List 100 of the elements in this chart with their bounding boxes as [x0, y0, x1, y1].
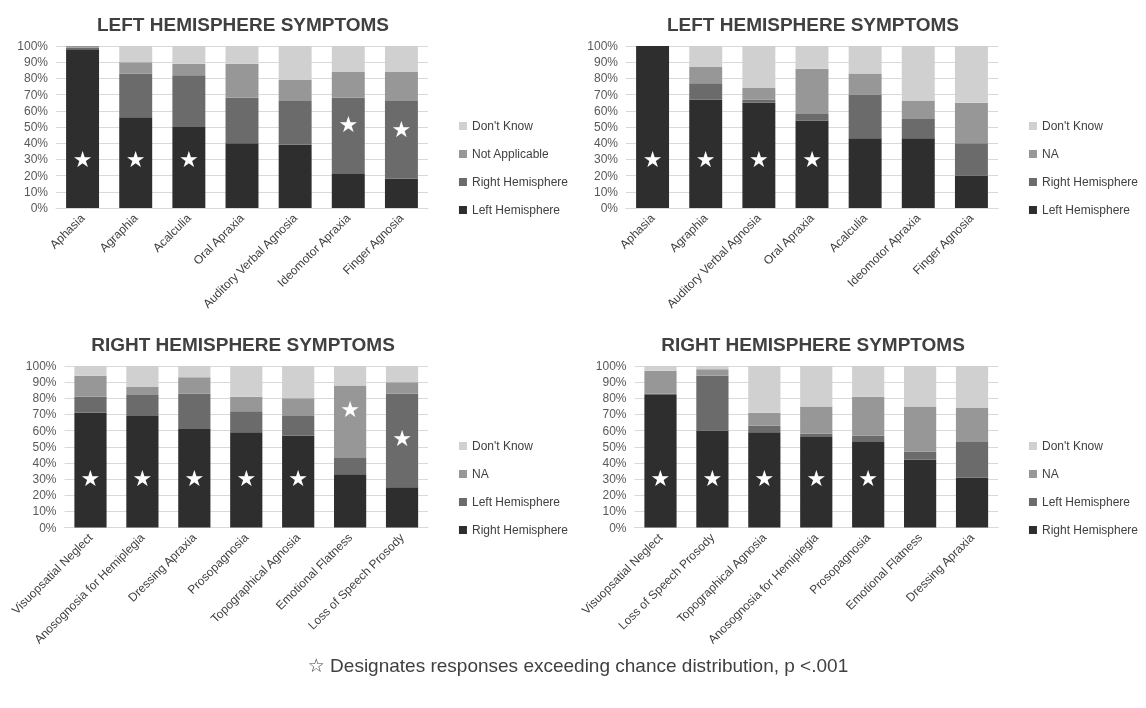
data-label: ★ [748, 146, 769, 172]
legend-label: Don't Know [471, 439, 534, 453]
y-tick-label: 40% [32, 455, 57, 470]
y-tick-label: 40% [593, 136, 619, 151]
bar [742, 102, 776, 208]
chart-title: RIGHT HEMISPHERE SYMPTOMS [91, 334, 395, 355]
y-tick-label: 70% [593, 87, 619, 102]
y-tick-label: 50% [23, 120, 49, 134]
bar [172, 127, 206, 208]
y-tick-label: 90% [23, 55, 49, 70]
bar [848, 138, 882, 208]
legend-label: Left Hemisphere [471, 495, 561, 509]
bar [74, 396, 107, 413]
legend-label: Don't Know [1041, 439, 1104, 453]
y-tick-label: 50% [602, 439, 627, 454]
y-tick-label: 80% [32, 391, 57, 406]
data-label: ★ [80, 466, 101, 492]
bar [644, 370, 677, 394]
bar [278, 80, 312, 102]
y-tick-label: 30% [23, 152, 49, 167]
legend-label: Right Hemisphere [471, 175, 569, 189]
bar [230, 396, 263, 412]
y-tick-label: 60% [593, 103, 619, 118]
y-tick-label: 40% [602, 455, 627, 470]
bar [795, 68, 829, 115]
y-tick-label: 80% [602, 391, 627, 406]
bar [126, 395, 159, 417]
y-tick-label: 50% [593, 120, 619, 134]
y-tick-label: 10% [23, 184, 49, 199]
y-tick-label: 90% [32, 375, 57, 390]
bar [955, 441, 989, 478]
y-tick-label: 70% [32, 407, 57, 422]
data-label: ★ [702, 466, 723, 492]
bar [384, 101, 418, 179]
y-tick-label: 60% [23, 103, 49, 118]
bar [384, 71, 418, 102]
bar [954, 175, 988, 208]
bar [748, 412, 781, 426]
data-label: ★ [806, 466, 827, 492]
bar [278, 144, 312, 208]
bar [636, 46, 670, 208]
bar [800, 437, 833, 528]
legend-label: Right Hemisphere [1041, 523, 1139, 537]
data-label: ★ [72, 146, 93, 172]
data-label: ★ [754, 466, 775, 492]
data-label: ★ [392, 425, 412, 451]
bar [904, 406, 937, 452]
bar [852, 435, 885, 442]
legend-label: Right Hemisphere [1041, 175, 1139, 189]
bar [172, 63, 206, 76]
y-tick-label: 90% [593, 55, 619, 70]
data-label: ★ [338, 112, 359, 138]
bar [852, 441, 885, 528]
data-label: ★ [125, 146, 146, 172]
y-tick-label: 30% [32, 472, 57, 487]
bar [901, 101, 935, 119]
bar [278, 101, 312, 145]
chart-title: LEFT HEMISPHERE SYMPTOMS [666, 14, 960, 35]
bar [225, 97, 259, 144]
bar [385, 487, 419, 528]
bar [384, 178, 418, 208]
y-tick-label: 0% [609, 520, 627, 535]
bar [230, 411, 263, 433]
legend-label: Left Hemisphere [471, 203, 561, 217]
bar [795, 120, 829, 208]
bar [742, 99, 776, 103]
bar [74, 375, 107, 397]
bar [126, 416, 159, 528]
y-tick-label: 0% [600, 201, 619, 215]
bar [795, 114, 829, 121]
y-tick-label: 10% [32, 504, 57, 519]
data-label: ★ [650, 466, 671, 492]
chart-title: RIGHT HEMISPHERE SYMPTOMS [661, 334, 965, 355]
data-label: ★ [802, 146, 822, 172]
chart-title: LEFT HEMISPHERE SYMPTOMS [96, 14, 390, 35]
bar [385, 382, 419, 394]
y-tick-label: 10% [602, 504, 627, 519]
y-tick-label: 50% [32, 439, 57, 454]
bar [225, 143, 259, 208]
legend-label: Not Applicable [471, 147, 549, 161]
bar [848, 73, 882, 95]
bar [74, 412, 107, 528]
bar [282, 435, 315, 528]
bar [955, 477, 989, 528]
legend-label: Left Hemisphere [1041, 203, 1131, 217]
text: ☆ Designates responses exceeding chance distribution, p <.001 [306, 654, 850, 677]
y-tick-label: 0% [39, 520, 57, 535]
bar [225, 63, 259, 98]
bar [178, 377, 211, 394]
legend-label: Don't Know [1041, 119, 1104, 133]
data-label: ★ [642, 146, 663, 172]
y-tick-label: 100% [25, 359, 57, 373]
bar [689, 99, 723, 208]
bar [331, 97, 365, 174]
bar [800, 406, 833, 434]
y-tick-label: 60% [32, 423, 57, 438]
y-tick-label: 70% [23, 87, 49, 102]
y-tick-label: 100% [587, 39, 619, 53]
bar [696, 369, 729, 376]
legend-label: NA [1041, 147, 1059, 161]
